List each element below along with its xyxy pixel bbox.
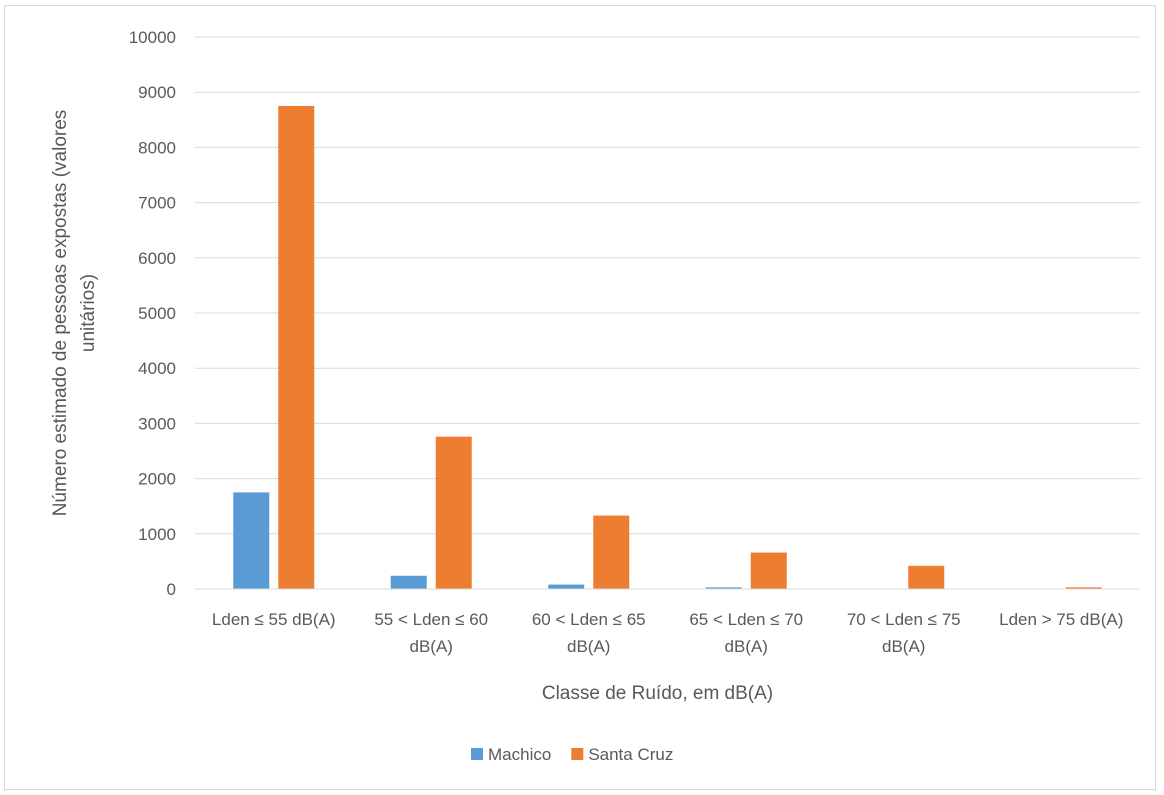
legend-label: Machico bbox=[488, 745, 551, 764]
y-tick-label: 4000 bbox=[138, 359, 176, 378]
bar-santa-cruz bbox=[750, 552, 787, 589]
bar-machico bbox=[390, 575, 427, 589]
y-axis-title: Número estimado de pessoas expostas (val… bbox=[50, 110, 99, 517]
y-tick-label: 10000 bbox=[129, 28, 176, 47]
y-tick-label: 9000 bbox=[138, 83, 176, 102]
legend: Machico Santa Cruz bbox=[471, 745, 673, 764]
bar-machico bbox=[233, 492, 270, 589]
legend-label: Santa Cruz bbox=[588, 745, 673, 764]
bar-santa-cruz bbox=[435, 436, 472, 589]
bar-santa-cruz bbox=[593, 515, 630, 589]
x-tick-label: dB(A) bbox=[410, 637, 453, 656]
y-tick-label: 5000 bbox=[138, 304, 176, 323]
x-tick-label: dB(A) bbox=[567, 637, 610, 656]
y-tick-label: 3000 bbox=[138, 414, 176, 433]
bar-santa-cruz bbox=[278, 106, 315, 589]
x-tick-label: 70 < Lden ≤ 75 bbox=[847, 610, 961, 629]
legend-swatch bbox=[471, 748, 483, 760]
y-tick-label: 7000 bbox=[138, 194, 176, 213]
x-axis-ticks: Lden ≤ 55 dB(A) 55 < Lden ≤ 60 dB(A) 60 < L… bbox=[212, 610, 1123, 656]
x-tick-label: 65 < Lden ≤ 70 bbox=[689, 610, 803, 629]
bars bbox=[233, 106, 1102, 589]
y-tick-label: 8000 bbox=[138, 138, 176, 157]
bar-santa-cruz bbox=[1065, 587, 1102, 589]
bar-machico bbox=[548, 584, 585, 589]
y-axis-ticks: 0 1000 2000 3000 4000 5000 6000 7000 8000 9000 100… bbox=[129, 28, 176, 599]
y-tick-label: 1000 bbox=[138, 525, 176, 544]
bar-santa-cruz bbox=[908, 565, 945, 589]
x-tick-label: 55 < Lden ≤ 60 bbox=[374, 610, 488, 629]
x-tick-label: Lden ≤ 55 dB(A) bbox=[212, 610, 336, 629]
chart-frame bbox=[4, 5, 1156, 790]
gridlines bbox=[195, 36, 1140, 535]
y-tick-label: 2000 bbox=[138, 470, 176, 489]
x-tick-label: dB(A) bbox=[882, 637, 925, 656]
legend-swatch bbox=[571, 748, 584, 760]
y-axis-title-line: Número estimado de pessoas expostas (val… bbox=[50, 110, 71, 517]
x-tick-label: 60 < Lden ≤ 65 bbox=[532, 610, 646, 629]
x-tick-label: dB(A) bbox=[725, 637, 768, 656]
x-tick-label: Lden > 75 dB(A) bbox=[999, 610, 1123, 629]
y-tick-label: 0 bbox=[167, 580, 176, 599]
y-tick-label: 6000 bbox=[138, 249, 176, 268]
y-axis-title-line: unitários) bbox=[78, 274, 99, 352]
bar-machico bbox=[705, 587, 742, 589]
x-axis-title: Classe de Ruído, em dB(A) bbox=[542, 683, 773, 704]
